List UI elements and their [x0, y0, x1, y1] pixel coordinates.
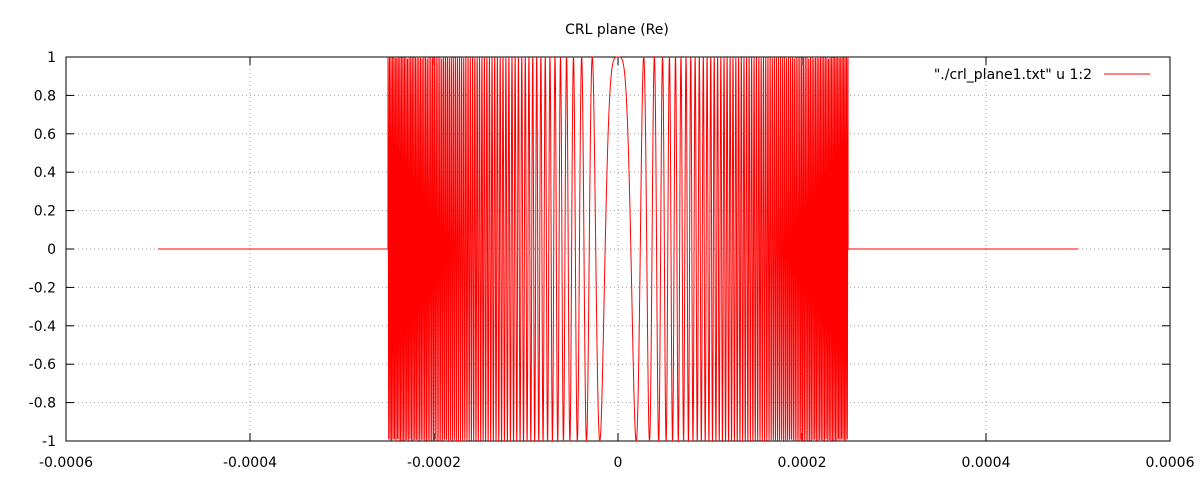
x-tick-label: 0 [614, 455, 623, 471]
legend-label: "./crl_plane1.txt" u 1:2 [934, 67, 1092, 83]
x-tick-label: -0.0004 [223, 455, 277, 471]
y-tick-label: 0 [47, 242, 56, 258]
x-tick-label: 0.0006 [1146, 455, 1195, 471]
y-tick-label: -0.4 [29, 319, 56, 335]
x-tick-labels: -0.0006 -0.0004 -0.0002 0 0.0002 0.0004 0.0006 [39, 455, 1195, 471]
series-line [158, 55, 1078, 443]
chart-title: CRL plane (Re) [565, 22, 669, 38]
y-tick-label: -0.2 [29, 280, 56, 296]
y-tick-label: 0.4 [34, 165, 56, 181]
y-tick-label: -0.6 [29, 357, 56, 373]
series-layer [158, 55, 1078, 443]
y-tick-label: 1 [47, 50, 56, 66]
x-tick-label: -0.0002 [407, 455, 461, 471]
x-tick-label: -0.0006 [39, 455, 93, 471]
y-tick-label: -1 [42, 434, 56, 450]
y-tick-label: 0.8 [34, 88, 56, 104]
legend: "./crl_plane1.txt" u 1:2 [934, 67, 1150, 83]
x-tick-label: 0.0002 [778, 455, 827, 471]
x-tick-label: 0.0004 [962, 455, 1011, 471]
y-tick-label: 0.2 [34, 204, 56, 220]
y-tick-label: -0.8 [29, 396, 56, 412]
y-tick-labels: -1 -0.8 -0.6 -0.4 -0.2 0 0.2 0.4 0.6 0.8 1 [29, 50, 56, 450]
y-tick-label: 0.6 [34, 127, 56, 143]
